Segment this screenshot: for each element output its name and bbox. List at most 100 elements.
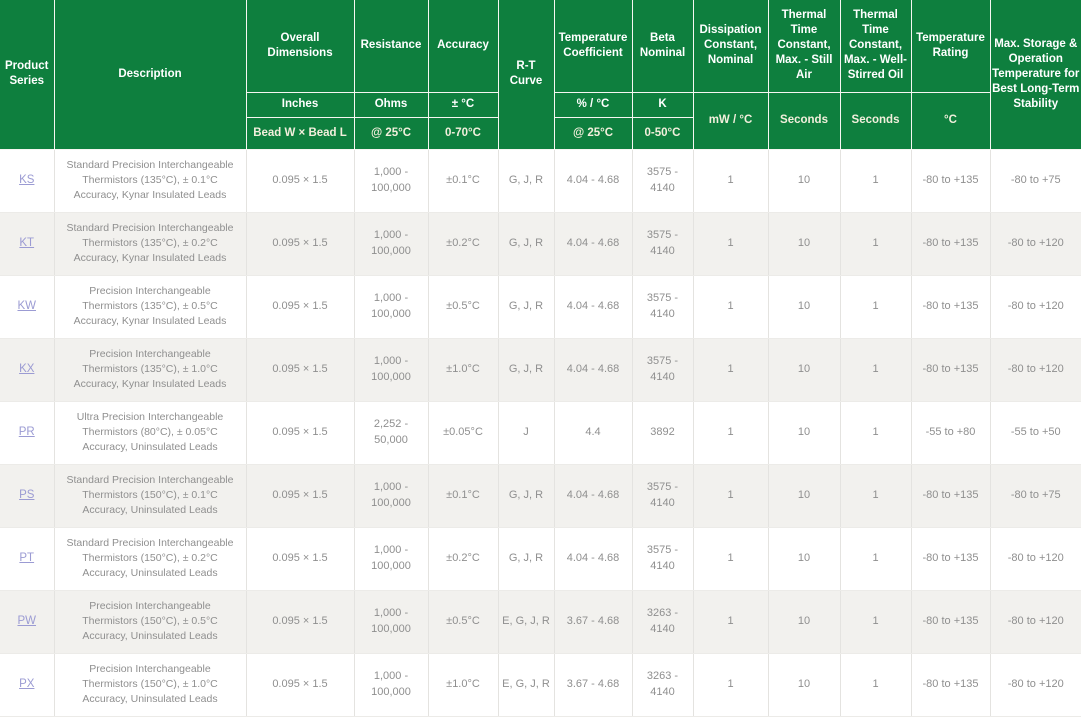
cell-resistance: 1,000 - 100,000 — [354, 338, 429, 402]
cell-dissipation: 1 — [693, 212, 769, 276]
cell-resistance: 1,000 - 100,000 — [354, 149, 429, 213]
cell-ttc_oil: 1 — [840, 401, 912, 465]
cell-dissipation: 1 — [693, 527, 769, 591]
cell-description: Ultra Precision Interchangeable Thermist… — [54, 401, 247, 465]
table-body: KS Standard Precision Interchangeable The… — [0, 149, 1081, 717]
unit-resistance: Ohms — [353, 91, 429, 118]
cell-temp_rating: -80 to +135 — [911, 149, 991, 213]
cell-temp_coefficient: 4.04 - 4.68 — [554, 149, 633, 213]
product-series-link[interactable]: KS — [19, 174, 35, 187]
cell-dissipation: 1 — [693, 338, 769, 402]
table-row: KT Standard Precision Interchangeable The… — [0, 212, 1081, 276]
unit-accuracy: ± °C — [427, 91, 499, 118]
cell-dissipation: 1 — [693, 653, 769, 717]
cell-accuracy: ±0.2°C — [428, 212, 499, 276]
cell-dimensions: 0.095 × 1.5 — [246, 527, 355, 591]
cell-dissipation: 1 — [693, 401, 769, 465]
cell-resistance: 1,000 - 100,000 — [354, 527, 429, 591]
cell-ttc_still_air: 10 — [768, 149, 841, 213]
cell-temp_coefficient: 3.67 - 4.68 — [554, 590, 633, 654]
cell-dimensions: 0.095 × 1.5 — [246, 590, 355, 654]
product-series-link[interactable]: PW — [17, 615, 37, 628]
cell-series: PW — [0, 590, 55, 654]
cell-series: KS — [0, 149, 55, 213]
cell-beta_nominal: 3575 - 4140 — [632, 212, 694, 276]
header-max-storage: Max. Storage & Operation Temperature for… — [989, 0, 1081, 150]
cell-description: Precision Interchangeable Thermistors (1… — [54, 590, 247, 654]
unit-thermal-time-oil: Seconds — [839, 91, 912, 150]
cell-ttc_oil: 1 — [840, 464, 912, 528]
cell-temp_coefficient: 4.04 - 4.68 — [554, 338, 633, 402]
cell-ttc_still_air: 10 — [768, 338, 841, 402]
cell-beta_nominal: 3575 - 4140 — [632, 527, 694, 591]
cell-max_storage: -80 to +75 — [990, 464, 1081, 528]
cell-ttc_still_air: 10 — [768, 401, 841, 465]
cell-series: PT — [0, 527, 55, 591]
table-row: PS Standard Precision Interchangeable The… — [0, 464, 1081, 528]
cell-accuracy: ±0.05°C — [428, 401, 499, 465]
cell-dimensions: 0.095 × 1.5 — [246, 275, 355, 339]
cell-description: Precision Interchangeable Thermistors (1… — [54, 653, 247, 717]
product-series-link[interactable]: KT — [19, 237, 35, 250]
cell-rt_curve: E, G, J, R — [498, 590, 555, 654]
cell-ttc_oil: 1 — [840, 149, 912, 213]
table-row: PX Precision Interchangeable Thermistors … — [0, 653, 1081, 717]
cell-beta_nominal: 3575 - 4140 — [632, 338, 694, 402]
cell-description: Standard Precision Interchangeable Therm… — [54, 212, 247, 276]
cell-rt_curve: G, J, R — [498, 527, 555, 591]
cell-dissipation: 1 — [693, 149, 769, 213]
cell-temp_coefficient: 3.67 - 4.68 — [554, 653, 633, 717]
cell-description: Standard Precision Interchangeable Therm… — [54, 527, 247, 591]
cell-beta_nominal: 3575 - 4140 — [632, 149, 694, 213]
product-series-link[interactable]: PT — [19, 552, 35, 565]
product-series-link[interactable]: KW — [17, 300, 37, 313]
header-description: Description — [53, 0, 247, 150]
condition-beta-nominal: 0-50°C — [631, 116, 694, 150]
cell-ttc_still_air: 10 — [768, 527, 841, 591]
cell-series: PX — [0, 653, 55, 717]
cell-max_storage: -80 to +75 — [990, 149, 1081, 213]
cell-rt_curve: G, J, R — [498, 149, 555, 213]
cell-ttc_still_air: 10 — [768, 275, 841, 339]
product-series-link[interactable]: PR — [18, 426, 35, 439]
cell-resistance: 1,000 - 100,000 — [354, 212, 429, 276]
cell-resistance: 2,252 - 50,000 — [354, 401, 429, 465]
cell-ttc_oil: 1 — [840, 275, 912, 339]
cell-series: KX — [0, 338, 55, 402]
cell-temp_coefficient: 4.04 - 4.68 — [554, 464, 633, 528]
cell-rt_curve: G, J, R — [498, 464, 555, 528]
cell-dimensions: 0.095 × 1.5 — [246, 149, 355, 213]
cell-max_storage: -80 to +120 — [990, 338, 1081, 402]
cell-beta_nominal: 3263 - 4140 — [632, 653, 694, 717]
cell-accuracy: ±1.0°C — [428, 653, 499, 717]
unit-temperature-rating: °C — [910, 91, 991, 150]
cell-resistance: 1,000 - 100,000 — [354, 275, 429, 339]
cell-accuracy: ±0.2°C — [428, 527, 499, 591]
product-series-link[interactable]: PX — [19, 678, 35, 691]
header-temperature-coefficient: Temperature Coefficient — [553, 0, 633, 93]
cell-ttc_still_air: 10 — [768, 653, 841, 717]
unit-dimensions: Inches — [245, 91, 355, 118]
unit-dissipation: mW / °C — [692, 91, 769, 150]
cell-temp_rating: -80 to +135 — [911, 275, 991, 339]
header-product-series: Product Series — [0, 0, 55, 150]
cell-series: KW — [0, 275, 55, 339]
product-series-link[interactable]: PS — [19, 489, 35, 502]
table-row: KS Standard Precision Interchangeable The… — [0, 149, 1081, 213]
cell-description: Precision Interchangeable Thermistors (1… — [54, 338, 247, 402]
cell-beta_nominal: 3575 - 4140 — [632, 275, 694, 339]
cell-description: Standard Precision Interchangeable Therm… — [54, 464, 247, 528]
cell-series: KT — [0, 212, 55, 276]
cell-temp_rating: -80 to +135 — [911, 590, 991, 654]
cell-dimensions: 0.095 × 1.5 — [246, 464, 355, 528]
cell-dimensions: 0.095 × 1.5 — [246, 212, 355, 276]
cell-rt_curve: G, J, R — [498, 212, 555, 276]
header-resistance: Resistance — [353, 0, 429, 93]
cell-temp_rating: -55 to +80 — [911, 401, 991, 465]
product-series-link[interactable]: KX — [19, 363, 35, 376]
cell-max_storage: -80 to +120 — [990, 590, 1081, 654]
cell-rt_curve: J — [498, 401, 555, 465]
cell-temp_rating: -80 to +135 — [911, 464, 991, 528]
cell-max_storage: -55 to +50 — [990, 401, 1081, 465]
